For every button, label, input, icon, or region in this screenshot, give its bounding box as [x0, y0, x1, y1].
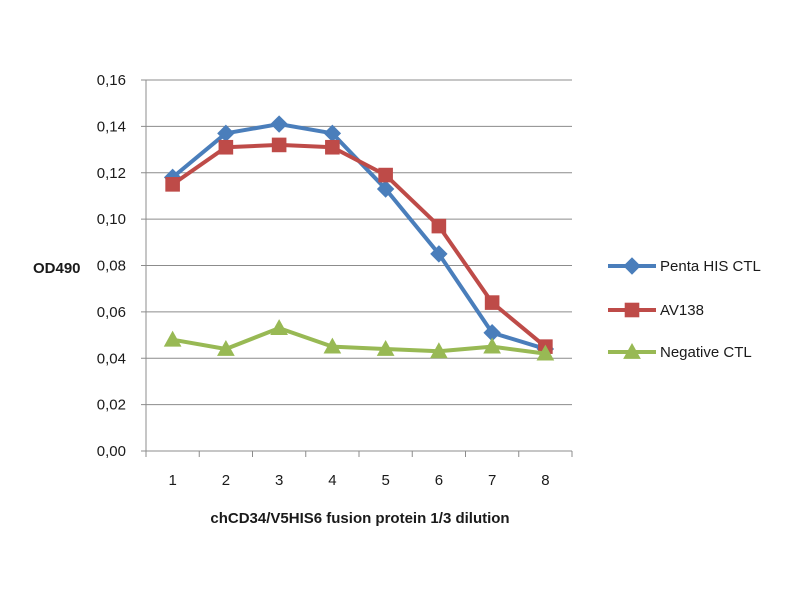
- data-point-penta-his-ctl: [270, 115, 288, 133]
- data-point-av138: [165, 177, 180, 192]
- legend-label-av138: AV138: [660, 302, 704, 319]
- data-point-av138: [431, 218, 447, 234]
- legend-swatch-marker-av138: [624, 302, 640, 318]
- series-line-penta-his-ctl: [170, 122, 548, 351]
- y-tick-label: 0,04: [97, 350, 126, 367]
- data-point-negative-ctl: [536, 344, 555, 361]
- gridlines: [146, 79, 572, 406]
- x-tick-label: 6: [435, 472, 443, 489]
- legend-label-penta-his-ctl: Penta HIS CTL: [660, 258, 761, 275]
- legend-swatch-marker-negative-ctl: [623, 342, 641, 359]
- y-tick-label: 0,10: [97, 211, 126, 228]
- y-tick-label: 0,12: [97, 165, 126, 182]
- data-point-av138: [484, 295, 500, 310]
- y-tick-label: 0,14: [97, 118, 126, 135]
- data-point-negative-ctl: [270, 319, 288, 336]
- x-tick-label: 5: [381, 472, 389, 489]
- data-point-negative-ctl: [483, 337, 501, 354]
- y-tick-labels: 0,00 0,02 0,04 0,06 0,08 0,10 0,12 0,14 0,16: [97, 72, 126, 460]
- data-point-negative-ctl: [430, 342, 448, 359]
- data-point-negative-ctl: [376, 339, 395, 356]
- y-tick-label: 0,00: [97, 443, 126, 460]
- y-tick-label: 0,08: [97, 258, 126, 275]
- y-tick-label: 0,02: [97, 397, 126, 414]
- axes: [141, 79, 573, 457]
- x-tick-labels: 1 2 3 4 5 6 7 8: [168, 472, 549, 489]
- y-axis-title: OD490: [33, 260, 81, 277]
- data-point-negative-ctl: [323, 337, 342, 354]
- x-tick-label: 4: [328, 472, 336, 489]
- data-point-negative-ctl: [217, 339, 235, 356]
- x-tick-label: 8: [541, 472, 549, 489]
- data-point-av138: [218, 139, 234, 155]
- data-point-penta-his-ctl: [430, 245, 448, 263]
- series-line-negative-ctl: [170, 326, 548, 356]
- data-point-negative-ctl: [163, 330, 182, 347]
- legend: Penta HIS CTL AV138 Negative CTL: [608, 257, 761, 361]
- x-axis-title: chCD34/V5HIS6 fusion protein 1/3 dilutio…: [210, 510, 509, 527]
- legend-swatch-marker-penta-his-ctl: [623, 257, 641, 275]
- data-point-av138: [271, 137, 287, 153]
- y-tick-label: 0,16: [97, 72, 126, 89]
- x-tick-label: 2: [222, 472, 230, 489]
- series-line-av138: [170, 142, 548, 349]
- data-point-penta-his-ctl: [376, 180, 395, 198]
- series-lines: [163, 115, 555, 361]
- x-tick-label: 3: [275, 472, 283, 489]
- x-tick-label: 7: [488, 472, 496, 489]
- x-tick-label: 1: [168, 472, 176, 489]
- y-tick-label: 0,06: [97, 304, 126, 321]
- data-point-av138: [378, 167, 393, 183]
- legend-label-negative-ctl: Negative CTL: [660, 344, 752, 361]
- data-point-av138: [325, 139, 340, 155]
